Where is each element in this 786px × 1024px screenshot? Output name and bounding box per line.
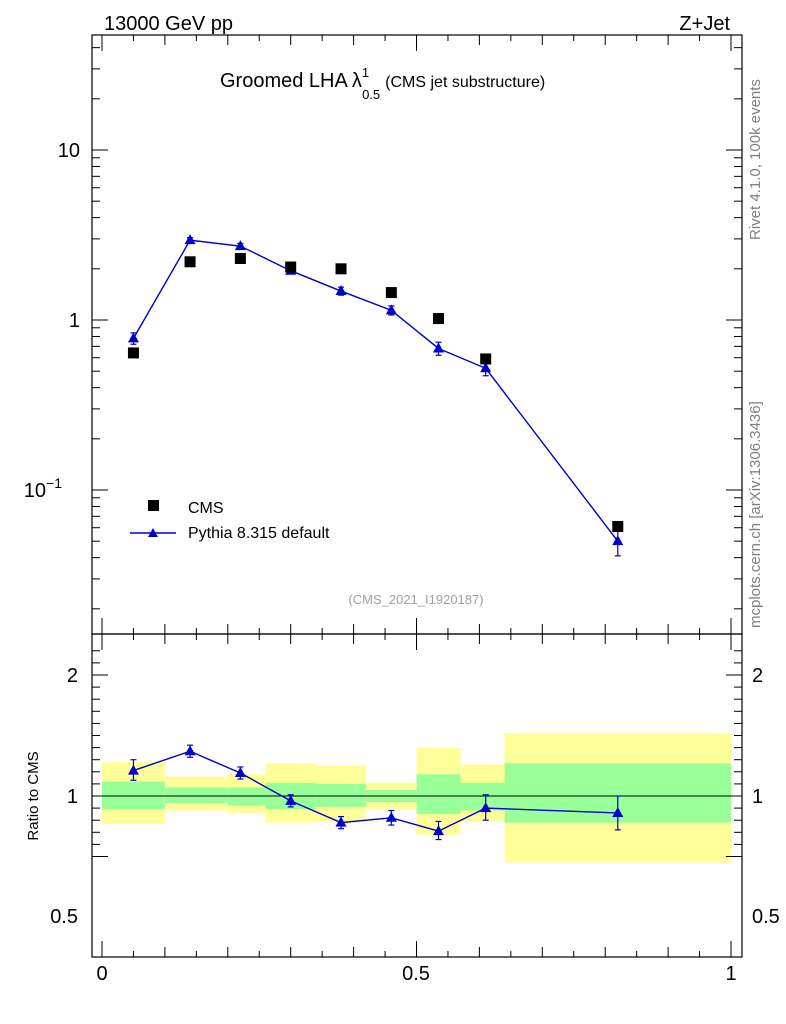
title-main: Groomed LHA [220, 70, 348, 92]
data-point [184, 256, 196, 268]
title-suffix: (CMS jet substructure) [385, 74, 545, 91]
ratio-mc-point [127, 764, 139, 775]
mc-point [335, 285, 347, 296]
legend-data-label: CMS [188, 500, 224, 517]
ratio-ytick-label-2-right: 2 [752, 665, 763, 687]
plot-title: Groomed LHA λ1 0.5 (CMS jet substructure) [220, 65, 545, 102]
data-point [127, 347, 139, 359]
ratio-mc-point [184, 745, 196, 756]
mc-point [433, 342, 445, 353]
ratio-ylabel: Ratio to CMS [25, 751, 42, 840]
ratio-inner-band [164, 787, 228, 804]
data-point [234, 253, 246, 265]
mc-point [480, 362, 492, 373]
ratio-ytick-label-1: 1 [67, 786, 78, 808]
xtick-label-0: 0 [96, 963, 107, 985]
ratio-inner-band [102, 781, 165, 810]
data-point [612, 520, 624, 532]
main-axis-ticks [92, 35, 742, 634]
ratio-mc-series [127, 744, 624, 841]
main-ytick-label-1: 1 [69, 310, 80, 332]
main-frame [91, 34, 743, 635]
mcplots-label: mcplots.cern.ch [arXiv:1306.3436] [747, 401, 764, 628]
data-point [480, 353, 492, 365]
mc-point [234, 240, 246, 251]
mc-point [184, 234, 196, 245]
mc-series [127, 234, 624, 557]
main-panel: 10 1 10−1 CMS Pythia 8.315 default [24, 34, 743, 635]
legend-mc-marker [148, 528, 158, 537]
header-energy-label: 13000 GeV pp [104, 13, 233, 35]
main-ytick-base: 10 [24, 480, 46, 502]
data-point [335, 263, 347, 275]
data-point [385, 287, 397, 299]
main-ytick-exponent: −1 [46, 475, 62, 491]
ratio-ytick-label-1-right: 1 [752, 786, 763, 808]
ratio-mc-point [480, 802, 492, 813]
data-series [127, 253, 624, 532]
xtick-label-0.5: 0.5 [402, 963, 430, 985]
ratio-mc-point [234, 767, 246, 778]
ratio-mc-point [612, 806, 624, 817]
main-ytick-label-10: 10 [58, 140, 80, 162]
title-superscript: 1 [362, 65, 369, 80]
ratio-uncertainty-bands [102, 733, 731, 863]
header-process-label: Z+Jet [679, 13, 730, 35]
title-subscript: 0.5 [362, 87, 380, 102]
ratio-panel: Ratio to CMS 0.5 1 2 0.5 1 2 0 0.5 1 [25, 633, 780, 985]
legend-data-marker [148, 500, 159, 511]
ratio-ytick-label-2: 2 [67, 665, 78, 687]
ratio-axis-ticks [92, 634, 742, 957]
ratio-inner-band [315, 783, 367, 807]
xtick-label-1: 1 [725, 963, 736, 985]
data-point [433, 313, 445, 325]
rivet-label: Rivet 4.1.0, 100k events [747, 79, 764, 240]
ratio-mc-point [285, 794, 297, 805]
mc-point [385, 304, 397, 315]
ratio-mc-point [385, 811, 397, 822]
legend-mc-label: Pythia 8.315 default [188, 525, 330, 542]
ratio-ytick-label-0.5: 0.5 [50, 906, 78, 928]
mc-point [612, 535, 624, 546]
analysis-id: (CMS_2021_I1920187) [348, 592, 483, 607]
legend: CMS Pythia 8.315 default [130, 500, 330, 542]
ratio-inner-band [227, 787, 266, 806]
ratio-inner-band [416, 774, 461, 815]
data-point [285, 261, 297, 273]
ratio-ytick-label-0.5-right: 0.5 [752, 906, 780, 928]
mc-line [132, 239, 619, 542]
main-ytick-label-0.1: 10−1 [24, 475, 62, 502]
ratio-frame [91, 633, 743, 958]
ratio-mc-point [433, 825, 445, 836]
mc-point [127, 332, 139, 343]
ratio-inner-band [460, 782, 505, 811]
title-symbol: λ [352, 70, 362, 92]
ratio-mc-point [335, 816, 347, 827]
